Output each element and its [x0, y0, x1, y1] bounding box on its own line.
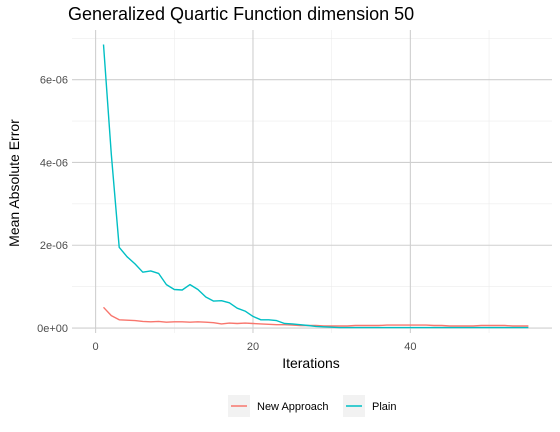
legend-label: New Approach: [257, 401, 329, 413]
y-axis-ticks: 0e+00 2e-06 4e-06 6e-06: [37, 75, 68, 335]
y-tick-label: 0e+00: [37, 323, 68, 335]
x-axis-title: Iterations: [282, 355, 340, 371]
legend-item-plain: Plain: [343, 395, 396, 417]
y-tick-label: 2e-06: [40, 240, 68, 252]
series-lines: [102, 44, 529, 329]
legend: New Approach Plain: [228, 395, 396, 417]
x-tick-label: 20: [247, 341, 259, 353]
series-line-plain: [102, 44, 529, 329]
series-line-new-approach: [102, 306, 529, 327]
major-gridlines: [72, 30, 552, 333]
x-tick-label: 0: [93, 341, 99, 353]
x-tick-label: 40: [404, 341, 416, 353]
legend-item-new-approach: New Approach: [228, 395, 329, 417]
legend-label: Plain: [372, 401, 396, 413]
minor-gridlines: [72, 30, 552, 333]
x-axis-ticks: 0 20 40: [93, 341, 417, 353]
y-tick-label: 4e-06: [40, 157, 68, 169]
chart-title: Generalized Quartic Function dimension 5…: [68, 4, 414, 24]
y-tick-label: 6e-06: [40, 75, 68, 87]
y-axis-title: Mean Absolute Error: [6, 119, 22, 247]
